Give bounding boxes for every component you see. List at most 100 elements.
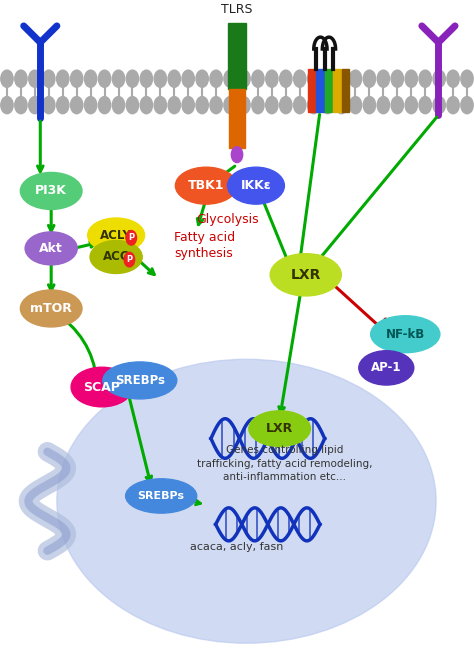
Circle shape: [168, 70, 181, 88]
Circle shape: [461, 70, 473, 88]
Circle shape: [224, 97, 236, 114]
Text: NF-kB: NF-kB: [386, 328, 425, 341]
Circle shape: [391, 70, 403, 88]
Circle shape: [363, 70, 375, 88]
Ellipse shape: [90, 241, 142, 273]
Circle shape: [405, 97, 418, 114]
Circle shape: [391, 97, 403, 114]
Circle shape: [308, 97, 320, 114]
Circle shape: [308, 70, 320, 88]
Ellipse shape: [57, 359, 436, 643]
Ellipse shape: [20, 290, 82, 327]
Text: IKKε: IKKε: [241, 179, 271, 192]
Circle shape: [363, 97, 375, 114]
Text: LXR: LXR: [291, 268, 321, 282]
Text: SREBPs: SREBPs: [115, 374, 165, 387]
Circle shape: [126, 231, 137, 245]
Ellipse shape: [25, 232, 77, 265]
Text: AP-1: AP-1: [371, 361, 401, 375]
Circle shape: [419, 97, 431, 114]
Circle shape: [182, 97, 194, 114]
Circle shape: [140, 70, 153, 88]
Circle shape: [266, 97, 278, 114]
Circle shape: [210, 97, 222, 114]
Text: P: P: [127, 255, 132, 264]
Circle shape: [126, 97, 138, 114]
Text: Fatty acid
synthesis: Fatty acid synthesis: [174, 231, 236, 260]
Text: mTOR: mTOR: [30, 302, 72, 315]
Bar: [316, 69, 324, 112]
Circle shape: [266, 70, 278, 88]
Circle shape: [168, 97, 181, 114]
Ellipse shape: [175, 167, 237, 204]
Circle shape: [43, 97, 55, 114]
Ellipse shape: [371, 316, 440, 353]
Text: ACC: ACC: [103, 251, 129, 263]
Ellipse shape: [88, 218, 145, 253]
Circle shape: [210, 70, 222, 88]
Circle shape: [15, 97, 27, 114]
Ellipse shape: [103, 362, 177, 399]
Text: acaca, acly, fasn: acaca, acly, fasn: [191, 542, 283, 552]
Text: SCAP: SCAP: [83, 381, 120, 394]
Circle shape: [349, 97, 362, 114]
Ellipse shape: [71, 367, 133, 407]
Circle shape: [405, 70, 418, 88]
Text: LXR: LXR: [266, 422, 293, 435]
Ellipse shape: [270, 254, 341, 296]
Ellipse shape: [20, 172, 82, 210]
Circle shape: [377, 70, 390, 88]
Text: PI3K: PI3K: [35, 184, 67, 198]
Circle shape: [336, 70, 348, 88]
Circle shape: [293, 70, 306, 88]
Circle shape: [238, 70, 250, 88]
Circle shape: [1, 97, 13, 114]
Circle shape: [252, 97, 264, 114]
Ellipse shape: [249, 411, 310, 446]
Bar: [229, 89, 245, 148]
Circle shape: [419, 70, 431, 88]
Circle shape: [321, 70, 334, 88]
Bar: [342, 69, 349, 112]
Circle shape: [56, 70, 69, 88]
Bar: [333, 69, 341, 112]
Circle shape: [238, 97, 250, 114]
Circle shape: [112, 97, 125, 114]
Bar: [228, 23, 246, 89]
Circle shape: [231, 147, 243, 162]
Circle shape: [196, 70, 208, 88]
Ellipse shape: [359, 351, 414, 385]
Circle shape: [29, 70, 41, 88]
Circle shape: [15, 70, 27, 88]
Circle shape: [447, 97, 459, 114]
Circle shape: [154, 97, 166, 114]
Circle shape: [71, 97, 83, 114]
Circle shape: [433, 97, 445, 114]
Circle shape: [280, 97, 292, 114]
Text: TBK1: TBK1: [188, 179, 225, 192]
Circle shape: [29, 97, 41, 114]
Circle shape: [252, 70, 264, 88]
Circle shape: [56, 97, 69, 114]
Circle shape: [140, 97, 153, 114]
Text: ACLY: ACLY: [100, 229, 132, 242]
Bar: [325, 69, 332, 112]
Circle shape: [99, 70, 111, 88]
Circle shape: [433, 70, 445, 88]
Circle shape: [321, 97, 334, 114]
Text: P: P: [128, 233, 134, 242]
Circle shape: [461, 97, 473, 114]
Circle shape: [84, 70, 97, 88]
Circle shape: [1, 70, 13, 88]
Circle shape: [124, 253, 135, 267]
Text: Glycolysis: Glycolysis: [197, 213, 259, 226]
Circle shape: [126, 70, 138, 88]
Circle shape: [112, 70, 125, 88]
Circle shape: [280, 70, 292, 88]
Circle shape: [377, 97, 390, 114]
Circle shape: [99, 97, 111, 114]
Circle shape: [447, 70, 459, 88]
Ellipse shape: [228, 167, 284, 204]
Circle shape: [336, 97, 348, 114]
Circle shape: [224, 70, 236, 88]
